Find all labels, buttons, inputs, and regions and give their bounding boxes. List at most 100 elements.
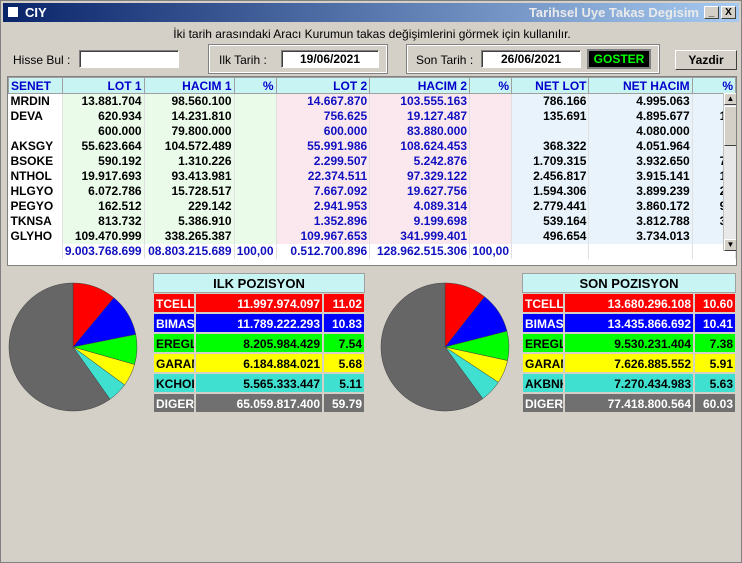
ilk-pozisyon-row: BIMAS 11.789.222.293 10.83: [153, 313, 365, 333]
grid-cell: [234, 183, 277, 199]
stock-name: EREGL: [153, 333, 195, 353]
grid-total-cell: 128.962.515.306: [369, 243, 471, 259]
son-pozisyon-title: SON POZISYON: [522, 273, 736, 293]
stock-name: TCELL: [522, 293, 564, 313]
grid-cell: 756.625: [276, 108, 371, 124]
grid-cell: 103.555.163: [369, 93, 471, 109]
grid-cell: HLGYO: [8, 183, 63, 199]
son-tarih-input[interactable]: [481, 50, 581, 68]
ilk-tarih-group: [208, 44, 388, 74]
grid-row[interactable]: DEVA 620.934 14.231.810 756.625 19.127.487 13…: [8, 108, 736, 124]
grid-cell: [469, 183, 513, 199]
scroll-down-arrow-icon[interactable]: ▼: [724, 239, 736, 251]
grid-cell: 813.732: [62, 213, 145, 229]
ilk-tarih-label: Ilk Tarih :: [219, 53, 267, 67]
grid-header-cell[interactable]: NET HACIM: [588, 77, 693, 94]
stock-value: 5.565.333.447: [195, 373, 323, 393]
son-pozisyon-row: TCELL 13.680.296.108 10.60: [522, 293, 736, 313]
grid-total-cell: [588, 243, 693, 259]
stock-name: DIGER: [153, 393, 195, 413]
grid-total-cell: 9.003.768.699: [62, 243, 145, 259]
grid-header-cell[interactable]: %: [469, 77, 513, 94]
grid-cell: 14.667.870: [276, 93, 371, 109]
stock-name: AKBNK: [522, 373, 564, 393]
grid-cell: [469, 93, 513, 109]
scroll-up-arrow-icon[interactable]: ▲: [724, 93, 736, 105]
grid-header-cell[interactable]: SENET: [8, 77, 63, 94]
window-title: Tarihsel Uye Takas Degisim: [528, 5, 699, 20]
son-pozisyon-row: EREGL 9.530.231.404 7.38: [522, 333, 736, 353]
grid-cell: 7.667.092: [276, 183, 371, 199]
grid-cell: 3.860.172: [588, 198, 693, 214]
grid-header-cell[interactable]: LOT 1: [61, 77, 145, 94]
grid-cell: PEGYO: [8, 198, 63, 214]
stock-value: 8.205.984.429: [195, 333, 323, 353]
stock-value: 6.184.884.021: [195, 353, 323, 373]
grid-cell: 539.164: [511, 213, 590, 229]
grid-header-cell[interactable]: NET LOT: [511, 77, 590, 94]
grid-cell: NTHOL: [8, 168, 63, 184]
son-pozisyon-table: SON POZISYON TCELL 13.680.296.108 10.60 BIM…: [522, 273, 736, 413]
scroll-thumb[interactable]: [724, 106, 736, 146]
grid-cell: 104.572.489: [144, 138, 235, 154]
grid-cell: [234, 93, 277, 109]
grid-vertical-scrollbar[interactable]: ▲ ▼: [723, 93, 736, 251]
grid-cell: 3.932.650: [588, 153, 693, 169]
stock-value: 13.435.866.692: [564, 313, 694, 333]
grid-row[interactable]: 600.000 79.800.000 600.000 83.880.000 4.080.…: [8, 123, 736, 139]
grid-cell: 600.000: [276, 123, 371, 139]
grid-cell: 4.051.964: [588, 138, 693, 154]
grid-header-cell[interactable]: HACIM 1: [143, 77, 235, 94]
minimize-button[interactable]: _: [704, 6, 719, 19]
ilk-tarih-input[interactable]: [281, 50, 379, 68]
grid-row[interactable]: BSOKE 590.192 1.310.226 2.299.507 5.242.876 1…: [8, 153, 736, 169]
grid-cell: 1.594.306: [511, 183, 590, 199]
stock-percent: 60.03: [694, 393, 736, 413]
grid-cell: 1.310.226: [144, 153, 235, 169]
grid-row[interactable]: MRDIN 13.881.704 98.560.100 14.667.870 103.5…: [8, 93, 736, 109]
description-text: İki tarih arasındaki Aracı Kurumun takas…: [173, 27, 571, 41]
goster-button[interactable]: GOSTER: [587, 49, 651, 69]
grid-cell: AKSGY: [8, 138, 63, 154]
grid-cell: 4.089.314: [369, 198, 471, 214]
grid-row[interactable]: GLYHO 109.470.999 338.265.387 109.967.653 34…: [8, 228, 736, 244]
grid-cell: 590.192: [62, 153, 145, 169]
stock-percent: 5.11: [323, 373, 365, 393]
grid-row[interactable]: AKSGY 55.623.664 104.572.489 55.991.986 108.…: [8, 138, 736, 154]
grid-header-cell[interactable]: %: [233, 77, 277, 94]
grid-row[interactable]: TKNSA 813.732 5.386.910 1.352.896 9.199.698 5…: [8, 213, 736, 229]
grid-total-cell: [8, 243, 63, 259]
grid-cell: 4.995.063: [588, 93, 693, 109]
grid-cell: 108.624.453: [369, 138, 471, 154]
close-button[interactable]: X: [721, 6, 736, 19]
grid-cell: 786.166: [511, 93, 590, 109]
stock-percent: 10.60: [694, 293, 736, 313]
grid-header-row: SENET LOT 1 HACIM 1% LOT 2 HACIM 2% NET LOT NE…: [8, 77, 736, 94]
ilk-pozisyon-row: KCHOL 5.565.333.447 5.11: [153, 373, 365, 393]
grid-cell: 5.386.910: [144, 213, 235, 229]
grid-row[interactable]: HLGYO 6.072.786 15.728.517 7.667.092 19.627.…: [8, 183, 736, 199]
stock-name: GARAN: [153, 353, 195, 373]
stock-percent: 5.68: [323, 353, 365, 373]
grid-cell: [469, 108, 513, 124]
stock-percent: 11.02: [323, 293, 365, 313]
grid-cell: 19.627.756: [369, 183, 471, 199]
grid-header-cell[interactable]: HACIM 2: [369, 77, 471, 94]
yazdir-button[interactable]: Yazdir: [675, 50, 737, 70]
grid-header-cell[interactable]: %: [691, 77, 736, 94]
son-pozisyon-pie-chart: [380, 282, 510, 412]
grid-header-cell[interactable]: LOT 2: [275, 77, 371, 94]
takas-grid[interactable]: SENET LOT 1 HACIM 1% LOT 2 HACIM 2% NET LOT NE…: [7, 76, 737, 266]
grid-row[interactable]: NTHOL 19.917.693 93.413.981 22.374.511 97.32…: [8, 168, 736, 184]
grid-cell: 6.072.786: [62, 183, 145, 199]
grid-cell: 162.512: [62, 198, 145, 214]
stock-value: 7.270.434.983: [564, 373, 694, 393]
grid-cell: DEVA: [8, 108, 63, 124]
grid-row[interactable]: PEGYO 162.512 229.142 2.941.953 4.089.314 2.7…: [8, 198, 736, 214]
grid-cell: 9.199.698: [369, 213, 471, 229]
hisse-search-input[interactable]: [79, 50, 179, 68]
grid-cell: 2.779.441: [511, 198, 590, 214]
title-bar: CIY Tarihsel Uye Takas Degisim _ X: [3, 3, 739, 22]
